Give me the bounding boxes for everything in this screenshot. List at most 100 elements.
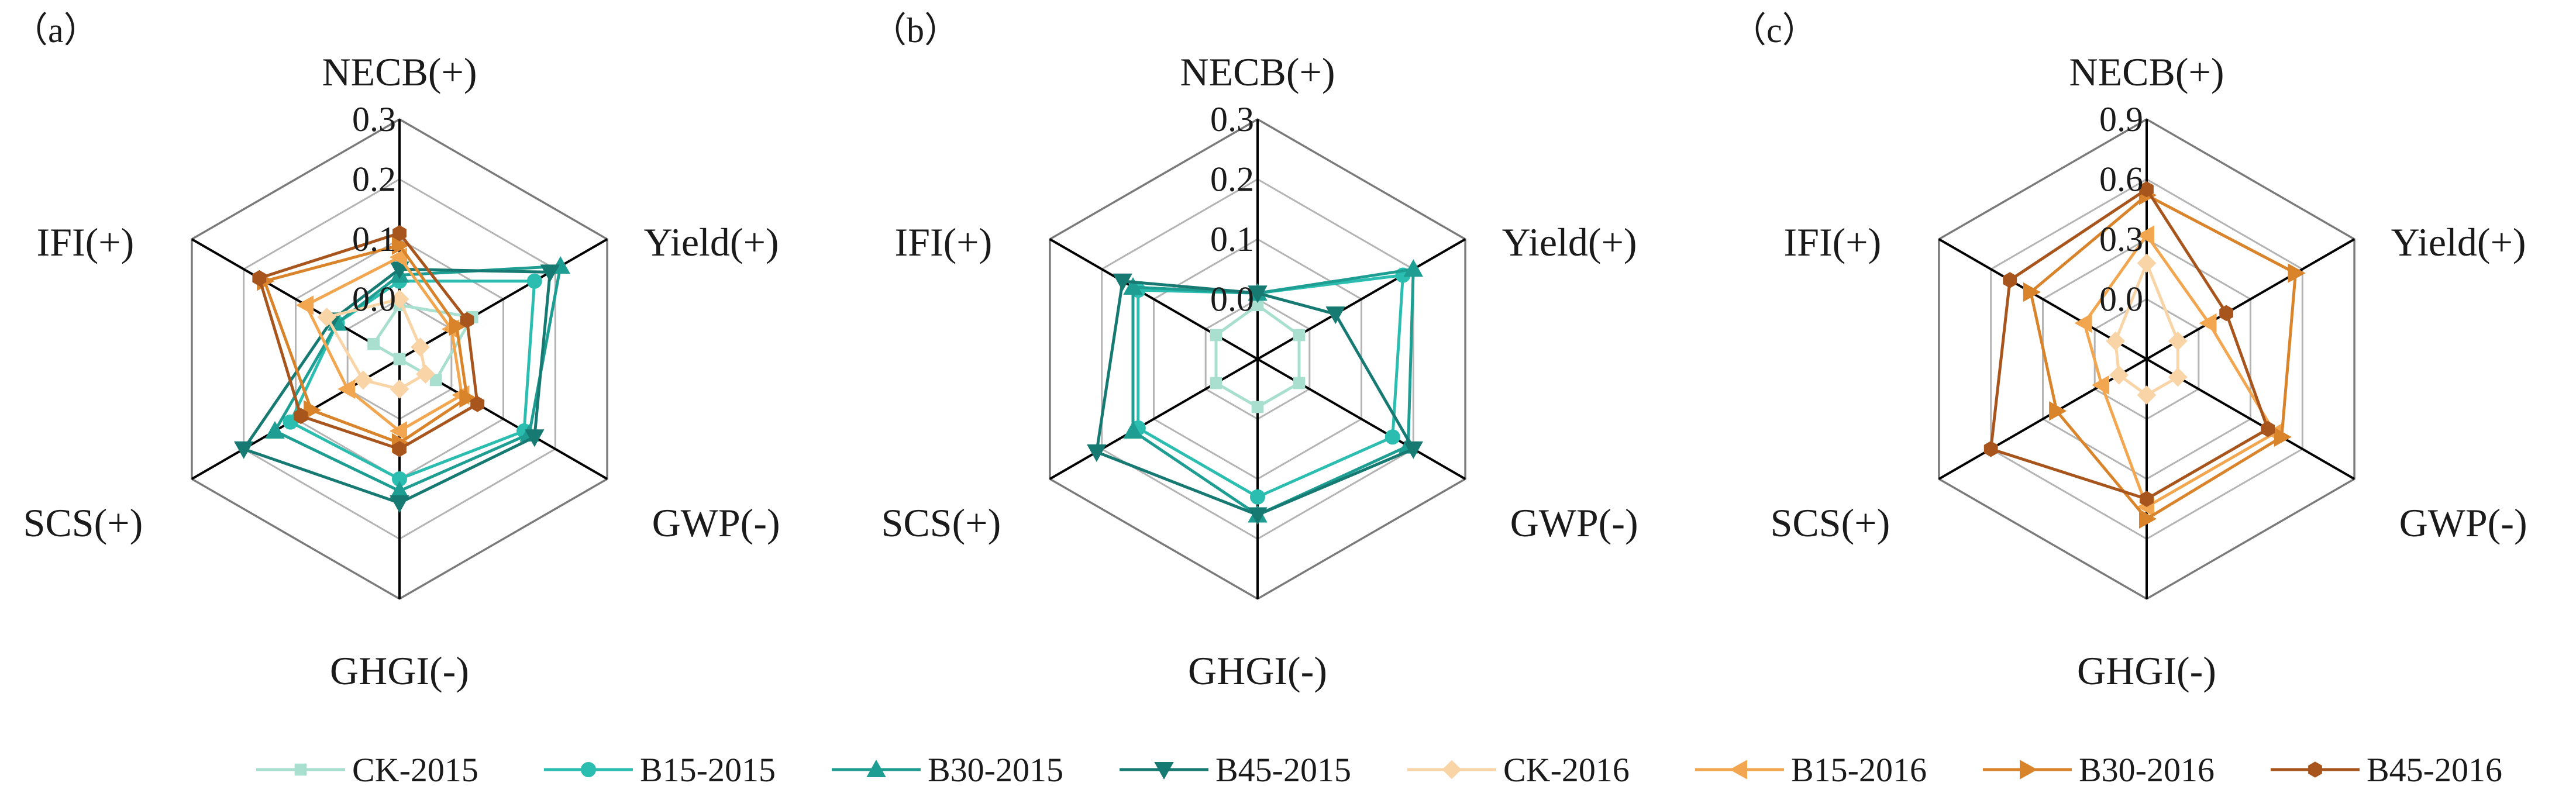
axis-spoke-yield [1257,238,1466,360]
data-point-ck-2016-scs [2109,365,2129,385]
data-point-b30-2016-gwp [459,388,477,408]
series-b45-2016 [1983,181,2275,507]
legend-item-b15-2015: B15-2015 [544,751,776,789]
data-point-b30-2015-scs [265,420,285,439]
legend-label: CK-2016 [1503,751,1630,789]
data-point-b45-2016-yield [2219,305,2233,322]
data-point-b45-2015-scs [1087,444,1107,462]
axis-label-ifi: IFI(+) [37,220,135,264]
data-point-ck-2015-yield [1293,329,1306,342]
data-point-ck-2015-ifi [1210,329,1222,342]
series-line-b45-2015 [1095,280,1415,516]
tick-label: 0.9 [2099,100,2143,139]
radar-panel-b: （b） 0.0 0.1 0.2 0.3 NECB(+) Yield(+) GWP(-) GHGI… [872,11,1638,693]
data-point-b45-2015-necb [1248,285,1268,304]
data-point-ck-2016-necb [2137,253,2157,273]
data-point-b45-2016-ifi [252,270,267,287]
tick-label: 0.2 [352,160,396,199]
data-point-ck-2016-ghgi [2137,385,2157,405]
axis-spoke-ifi [191,238,400,360]
data-point-b45-2015-scs [234,441,254,459]
data-point-ck-2015-scs [1210,377,1222,389]
data-point-b45-2015-ghgi [390,495,409,513]
legend-marker-b30-2016 [2020,760,2038,780]
tick-label: 0.0 [1210,280,1254,319]
data-point-b30-2016-yield [449,316,467,336]
tick-label: 0.2 [1210,160,1254,199]
series-b45-2016 [252,225,485,457]
data-point-b15-2016-ifi [296,295,314,315]
legend-label: B30-2016 [2079,751,2215,789]
data-point-b45-2016-necb [392,225,407,242]
axis-label-ghgi: GHGI(-) [330,649,469,693]
data-point-b15-2015-gwp [1385,429,1400,445]
axis-label-yield: Yield(+) [644,220,779,264]
data-point-ck-2016-scs [353,370,373,390]
legend-marker-ck-2015 [294,763,307,776]
panel-label: （b） [872,11,959,50]
data-point-b30-2016-gwp [2274,427,2292,447]
data-point-b30-2015-yield [1403,259,1423,277]
panel-label: （a） [13,11,99,50]
data-point-b15-2016-ifi [2074,313,2092,333]
data-point-b15-2016-scs [2092,375,2110,395]
data-point-ck-2015-ifi [367,338,380,350]
data-point-b45-2016-ifi [2003,272,2017,288]
legend-item-b15-2016: B15-2016 [1695,751,1927,789]
axis-label-yield: Yield(+) [1502,220,1637,264]
axis-spoke-ifi [1049,238,1258,360]
data-point-b45-2015-ifi [1113,273,1132,291]
data-point-b15-2015-yield [526,273,542,289]
data-point-ck-2016-ifi [2106,331,2126,351]
data-point-b30-2016-scs [2049,401,2067,421]
axis-spoke-scs [1049,358,1258,480]
legend-item-ck-2015: CK-2015 [256,751,478,789]
data-point-b15-2016-ghgi [389,421,407,441]
axis-label-necb: NECB(+) [322,50,477,94]
axis-label-scs: SCS(+) [881,501,1001,545]
data-point-b45-2015-yield [1325,306,1345,325]
series-ck-2016 [2106,253,2188,405]
tick-label: 0.6 [2099,160,2143,199]
axis-label-ghgi: GHGI(-) [1188,649,1327,693]
data-point-ck-2016-ifi [317,307,337,327]
legend-label: B15-2016 [1791,751,1927,789]
series-b15-2016 [296,247,470,441]
tick-label: 0.0 [352,280,396,319]
legend-marker-ck-2016 [1442,760,1462,780]
data-point-b45-2016-gwp [470,396,485,412]
axis-label-ghgi: GHGI(-) [2077,649,2216,693]
tick-label: 0.1 [352,220,396,258]
data-point-ck-2015-ghgi [1251,401,1264,413]
legend-label: B30-2015 [928,751,1063,789]
radar-panel-a: （a） 0.0 0.1 0.2 0.3 NECB(+) Yield(+) GWP(-) GHGI… [13,11,780,693]
data-point-b15-2016-yield [2199,313,2217,333]
data-point-b45-2015-gwp [1403,441,1423,459]
data-point-b45-2016-gwp [2261,420,2275,437]
legend-label: B15-2015 [640,751,776,789]
data-point-b45-2015-gwp [525,429,545,447]
axis-label-necb: NECB(+) [2069,50,2224,94]
axis-label-gwp: GWP(-) [652,501,780,545]
legend-marker-b15-2015 [581,762,596,777]
data-point-b30-2015-ifi [1123,277,1143,295]
axis-label-scs: SCS(+) [23,501,143,545]
tick-label: 0.0 [2099,280,2143,319]
legend-marker-b15-2016 [1729,760,1747,780]
data-point-ck-2016-gwp [415,364,435,384]
data-point-b30-2016-ifi [2023,282,2041,302]
tick-label: 0.1 [1210,220,1254,258]
data-point-b15-2015-ghgi [1250,489,1265,505]
tick-label: 0.3 [352,100,396,139]
legend-item-b45-2016: B45-2016 [2271,751,2502,789]
data-point-b45-2016-scs [1983,440,1998,457]
data-point-ck-2016-ghgi [390,379,409,399]
legend: CK-2015 B15-2015 B30-2015 B45-2015 CK-2016 B1… [256,751,2502,789]
data-point-b30-2016-necb [392,235,410,255]
tick-label: 0.3 [2099,220,2143,258]
data-point-b30-2016-ghgi [2139,509,2157,529]
series-line-b15-2015 [1137,274,1404,499]
legend-item-b45-2015: B45-2015 [1120,751,1351,789]
axis-label-scs: SCS(+) [1771,501,1890,545]
